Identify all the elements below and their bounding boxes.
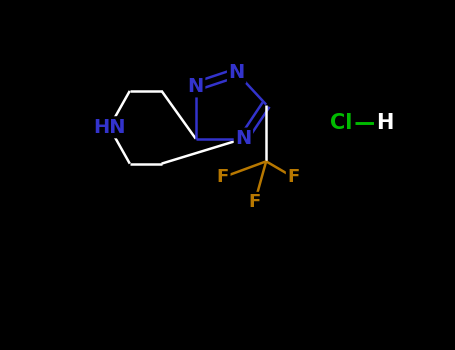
Text: N: N (187, 77, 204, 96)
Text: Cl: Cl (330, 113, 352, 133)
Text: N: N (228, 63, 245, 82)
Text: F: F (248, 193, 261, 211)
Text: H: H (376, 113, 393, 133)
Text: F: F (287, 168, 299, 186)
Text: N: N (235, 129, 252, 148)
Text: F: F (217, 168, 229, 186)
Text: HN: HN (93, 118, 126, 137)
